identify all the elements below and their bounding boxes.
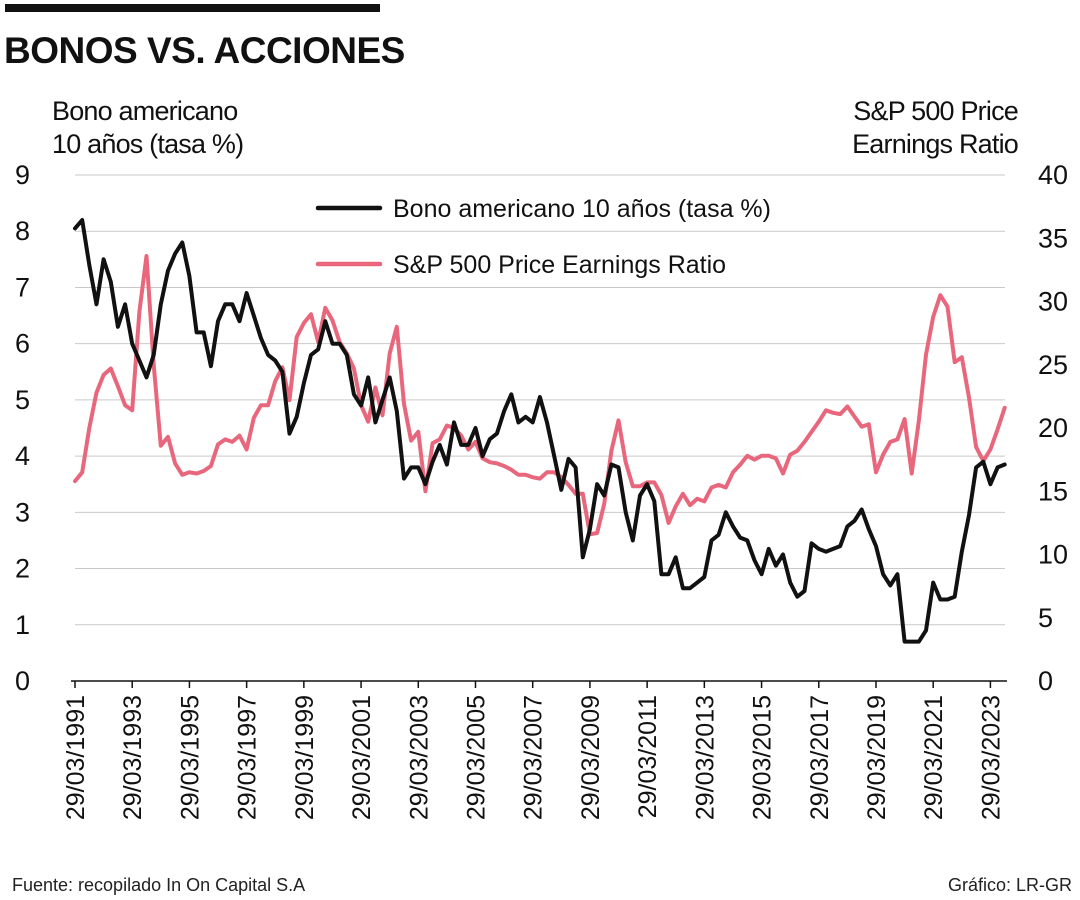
y-right-tick-label: 20 (1038, 413, 1068, 443)
bond-yield-line (73, 218, 1007, 644)
x-tick-label: 29/03/2001 (348, 695, 376, 820)
y-left-tick-label: 8 (15, 216, 30, 246)
x-tick-label: 29/03/2003 (405, 695, 433, 820)
x-tick-label: 29/03/2015 (749, 695, 777, 820)
x-tick-label: 29/03/2011 (634, 695, 662, 818)
y-right-tick-label: 5 (1038, 603, 1053, 633)
y-right-tick-label: 10 (1038, 540, 1068, 570)
gridlines (75, 174, 1005, 626)
y-left-tick-label: 2 (15, 554, 30, 584)
x-tick-label: 29/03/2019 (863, 695, 891, 820)
y-right-tick-label: 30 (1038, 287, 1068, 317)
y-right-tick-label: 0 (1038, 666, 1053, 696)
y-left-tick-label: 1 (15, 610, 30, 640)
credit-note: Gráfico: LR-GR (947, 875, 1072, 895)
x-tick-label: 29/03/1995 (176, 695, 204, 820)
x-tick-label: 29/03/1991 (62, 695, 90, 820)
y-left-tick-label: 0 (15, 666, 30, 696)
x-tick-label: 29/03/2021 (920, 695, 948, 820)
y-right-axis-title-line-1: S&P 500 Price (853, 96, 1019, 126)
y-right-tick-label: 40 (1038, 160, 1068, 190)
x-tick-label: 29/03/1997 (234, 695, 262, 820)
y-left-tick-label: 9 (15, 160, 30, 190)
x-tick-label: 29/03/2023 (977, 695, 1005, 820)
y-left-tick-label: 4 (15, 441, 30, 471)
legend-label-bond: Bono americano 10 años (tasa %) (393, 195, 771, 223)
y-left-axis-title: Bono americano 10 años (tasa %) (52, 95, 244, 161)
y-right-tick-label: 15 (1038, 476, 1068, 506)
x-tick-label: 29/03/2009 (577, 695, 605, 820)
chart-title: BONOS VS. ACCIONES (4, 30, 405, 71)
y-left-tick-label: 5 (15, 385, 30, 415)
x-tick-label: 29/03/2017 (806, 695, 834, 820)
legend-label-pe: S&P 500 Price Earnings Ratio (393, 251, 726, 279)
y-left-tick-label: 6 (15, 329, 30, 359)
y-left-axis-title-line-1: Bono americano (52, 96, 238, 126)
pe-ratio-line (73, 254, 1007, 537)
x-tick-label: 29/03/2005 (462, 695, 490, 820)
y-right-axis-title: S&P 500 Price Earnings Ratio (852, 95, 1019, 161)
source-note: Fuente: recopilado In On Capital S.A (12, 875, 306, 895)
x-tick-label: 29/03/2013 (691, 695, 719, 820)
title-top-bar (5, 4, 380, 12)
y-right-axis-title-line-2: Earnings Ratio (852, 129, 1019, 159)
series-lines (73, 218, 1007, 644)
x-tick-label: 29/03/1993 (119, 695, 147, 820)
x-tick-label: 29/03/2007 (520, 695, 548, 820)
y-right-tick-label: 35 (1038, 223, 1068, 253)
axes: 0 1 2 3 4 5 6 7 8 9 0 5 10 15 20 25 30 35 40 29/03/1991 29/0… (15, 160, 1068, 820)
y-left-tick-label: 3 (15, 497, 30, 527)
y-left-axis-title-line-2: 10 años (tasa %) (52, 129, 244, 159)
legend: Bono americano 10 años (tasa %) S&P 500 P… (315, 195, 771, 279)
y-left-tick-label: 7 (15, 272, 30, 302)
y-right-tick-label: 25 (1038, 350, 1068, 380)
x-tick-label: 29/03/1999 (291, 695, 319, 820)
